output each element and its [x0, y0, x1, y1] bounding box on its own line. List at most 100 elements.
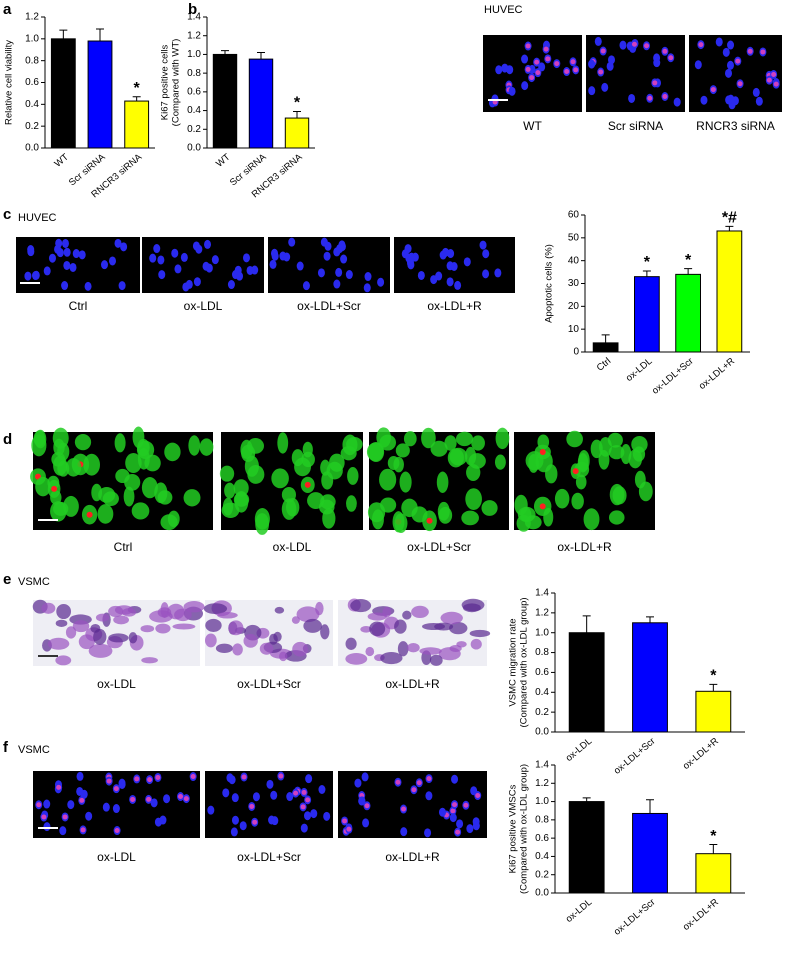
- nucleus: [204, 239, 212, 249]
- nucleus: [653, 58, 661, 68]
- nucleus: [335, 267, 343, 277]
- ki67-spot: [79, 797, 85, 803]
- cell: [449, 622, 468, 635]
- cell: [233, 479, 249, 497]
- cell: [369, 621, 386, 637]
- ki67-spot: [401, 806, 407, 812]
- nucleus: [158, 270, 166, 280]
- x-tick-label: WT: [214, 152, 233, 170]
- ki67-spot: [249, 803, 255, 809]
- nucleus: [102, 802, 110, 812]
- nucleus: [100, 260, 108, 270]
- ki67-spot: [300, 804, 306, 810]
- nucleus: [211, 255, 219, 265]
- bar: [632, 622, 668, 733]
- cell: [367, 612, 387, 621]
- cell: [554, 488, 570, 509]
- ki67-spot: [62, 814, 68, 820]
- cell: [132, 426, 145, 449]
- nucleus: [207, 805, 215, 815]
- ki67-spot: [698, 42, 704, 48]
- cell: [465, 488, 482, 510]
- ki67-spot: [411, 787, 417, 793]
- error-bar: [221, 50, 229, 55]
- x-tick-label: ox-LDL+Scr: [612, 897, 658, 938]
- nucleus: [700, 95, 708, 105]
- nucleus: [417, 270, 425, 280]
- y-tick-label: 0.2: [187, 124, 201, 135]
- ki67-spot: [644, 43, 650, 49]
- error-bar: [646, 799, 654, 814]
- cell: [393, 456, 404, 473]
- cell: [271, 468, 289, 489]
- y-tick-label: 0.4: [25, 99, 39, 110]
- nucleus: [495, 65, 503, 75]
- y-tick-label: 0.6: [25, 77, 39, 88]
- nucleus: [424, 828, 432, 838]
- ki67-spot: [114, 828, 120, 834]
- cell: [608, 510, 625, 525]
- ki67-spot: [631, 41, 637, 47]
- cell: [183, 601, 205, 613]
- bar: [675, 273, 701, 353]
- nucleus: [354, 778, 362, 788]
- cell: [205, 618, 222, 632]
- nucleus: [715, 37, 723, 47]
- image-title: VSMC: [18, 744, 50, 756]
- cell: [281, 486, 296, 503]
- ki67-spot: [543, 46, 549, 52]
- nucleus: [400, 827, 408, 837]
- image-caption: ox-LDL+R: [427, 299, 482, 313]
- nucleus: [302, 281, 310, 291]
- nucleus: [43, 266, 51, 276]
- cell: [380, 497, 397, 513]
- nucleus: [182, 282, 190, 292]
- cell: [449, 447, 468, 466]
- nucleus: [227, 280, 235, 290]
- cell: [440, 611, 463, 625]
- image-caption: ox-LDL+Scr: [237, 677, 301, 691]
- dead-cell: [86, 511, 93, 518]
- cell: [65, 626, 77, 639]
- ki67-spot: [525, 66, 531, 72]
- nucleus: [296, 261, 304, 271]
- nucleus: [193, 277, 201, 287]
- nucleus: [283, 252, 291, 262]
- cell: [403, 431, 417, 447]
- cell: [342, 434, 358, 456]
- nucleus: [222, 788, 230, 798]
- nucleus: [108, 256, 116, 266]
- nucleus: [320, 237, 328, 247]
- nucleus: [24, 271, 32, 281]
- cell: [93, 628, 107, 645]
- nucleus: [239, 821, 247, 831]
- cell: [494, 454, 506, 470]
- y-axis-label: Ki67 positive cells: [160, 44, 171, 120]
- dead-cell: [51, 485, 58, 492]
- y-tick-label: 50: [568, 232, 580, 243]
- y-tick-label: 0.8: [535, 814, 549, 825]
- ki67-spot: [301, 789, 307, 795]
- y-tick-label: 0.8: [535, 647, 549, 658]
- ki67-spot: [36, 802, 42, 808]
- x-tick-label: ox-LDL+R: [697, 356, 737, 392]
- y-tick-label: 0.4: [535, 687, 549, 698]
- y-tick-label: 60: [568, 210, 580, 221]
- nucleus: [61, 281, 69, 291]
- nucleus: [451, 774, 459, 784]
- cell: [222, 497, 234, 516]
- ki67-spot: [545, 56, 551, 62]
- ki67-spot: [80, 827, 86, 833]
- x-tick-label: ox-LDL+R: [681, 897, 721, 933]
- cell: [278, 651, 288, 662]
- nucleus: [242, 253, 250, 263]
- cell: [481, 500, 498, 516]
- ki67-spot: [346, 826, 352, 832]
- cell: [292, 641, 309, 657]
- nucleus: [588, 59, 596, 69]
- nucleus: [479, 240, 487, 250]
- cell: [149, 610, 173, 623]
- error-bar: [642, 270, 651, 277]
- ki67-spot: [463, 802, 469, 808]
